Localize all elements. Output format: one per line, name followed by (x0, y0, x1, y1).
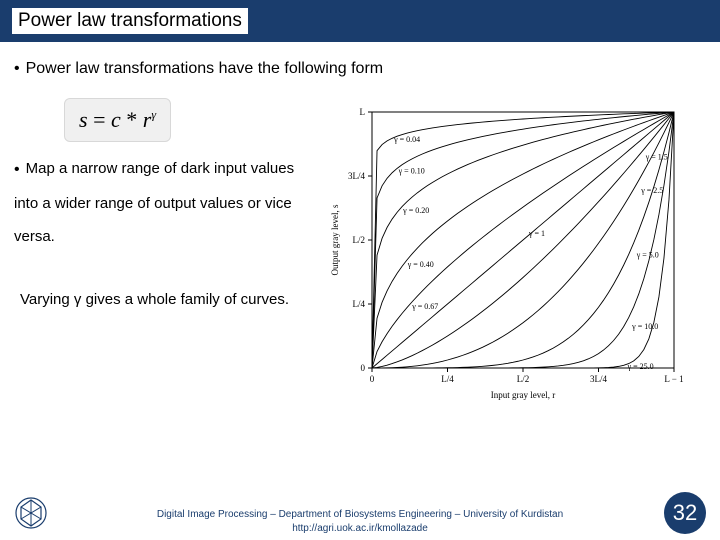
footer-line-2: http://agri.uok.ac.ir/kmollazade (0, 523, 720, 534)
formula-star: * (126, 107, 137, 132)
bullet-2a: Map a narrow range of dark input values (26, 152, 294, 187)
svg-text:3L/4: 3L/4 (348, 171, 365, 181)
svg-text:γ = 0.04: γ = 0.04 (393, 135, 420, 144)
svg-text:L: L (360, 107, 366, 117)
svg-text:γ = 25.0: γ = 25.0 (627, 362, 654, 371)
svg-text:γ = 1: γ = 1 (528, 229, 545, 238)
bullet-1: • Power law transformations have the fol… (14, 60, 706, 78)
bullet-dot-2: • (14, 152, 20, 187)
bullet-2b: into a wider range of output values or v… (14, 187, 314, 220)
footer-line-1: Digital Image Processing – Department of… (0, 509, 720, 520)
footer: Digital Image Processing – Department of… (0, 509, 720, 534)
formula-eq: = (93, 107, 105, 132)
svg-text:L − 1: L − 1 (664, 374, 683, 384)
title-bar: Power law transformations (0, 0, 720, 42)
formula-c: c (111, 107, 121, 132)
svg-text:L/4: L/4 (353, 299, 366, 309)
svg-text:γ = 0.67: γ = 0.67 (411, 302, 438, 311)
formula: s = c * rγ (64, 98, 171, 142)
svg-text:3L/4: 3L/4 (590, 374, 607, 384)
left-text-block: • Map a narrow range of dark input value… (14, 152, 314, 316)
main-row: • Map a narrow range of dark input value… (14, 152, 706, 402)
slide-content: • Power law transformations have the fol… (0, 42, 720, 402)
svg-text:γ = 5.0: γ = 5.0 (636, 250, 659, 259)
bullet-dot: • (14, 60, 20, 78)
vary-text: Varying γ gives a whole family of curves… (14, 283, 314, 316)
gamma-chart: 00 L/4 L/4 L/2 L/2 3L/4 3L/4 L − 1 L Input gray l… (324, 102, 684, 402)
svg-text:L/2: L/2 (517, 374, 530, 384)
svg-text:γ = 0.10: γ = 0.10 (398, 166, 425, 175)
svg-text:L/2: L/2 (353, 235, 366, 245)
svg-text:Input gray level, r: Input gray level, r (491, 390, 555, 400)
bullet-2c: versa. (14, 220, 314, 253)
page-number-text: 32 (673, 500, 697, 526)
page-number: 32 (664, 492, 706, 534)
svg-text:0: 0 (361, 363, 366, 373)
formula-lhs: s (79, 107, 88, 132)
svg-text:0: 0 (370, 374, 375, 384)
svg-text:Output gray level, s: Output gray level, s (330, 204, 340, 275)
svg-text:γ = 0.40: γ = 0.40 (407, 260, 434, 269)
bullet-1-text: Power law transformations have the follo… (26, 60, 384, 78)
formula-exp: γ (151, 108, 156, 122)
svg-text:γ = 10.0: γ = 10.0 (631, 322, 658, 331)
svg-text:γ = 0.20: γ = 0.20 (402, 206, 429, 215)
chart-svg: 00 L/4 L/4 L/2 L/2 3L/4 3L/4 L − 1 L Input gray l… (324, 102, 684, 402)
slide-title: Power law transformations (12, 8, 248, 34)
svg-text:L/4: L/4 (441, 374, 454, 384)
svg-text:γ = 1.5: γ = 1.5 (645, 153, 668, 162)
